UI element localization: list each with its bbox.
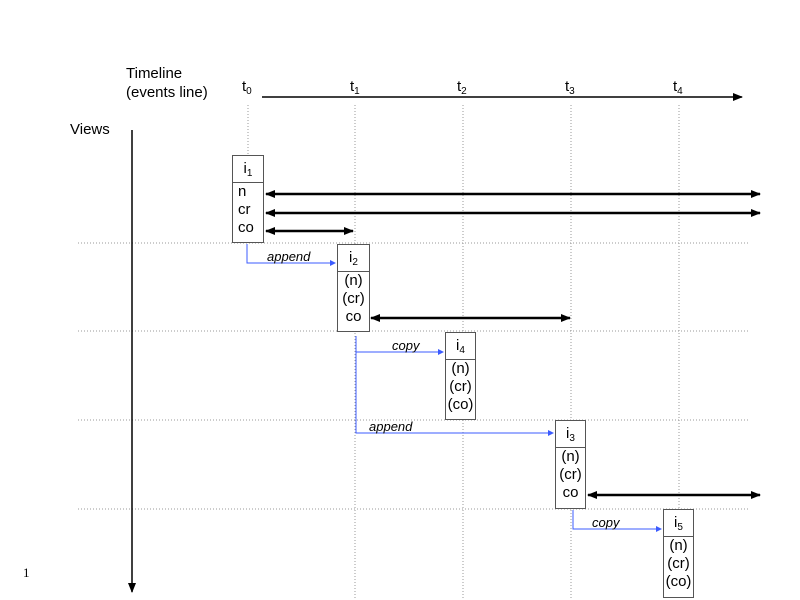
view-row: (co): [447, 396, 474, 413]
view-row: n: [238, 183, 247, 200]
view-box-i2: i2 (n) (cr) co: [337, 244, 370, 332]
view-row: (cr): [342, 290, 365, 307]
view-row: (cr): [559, 466, 582, 483]
operation-label: append: [369, 419, 413, 434]
views-label: Views: [70, 121, 110, 138]
view-row: cr: [238, 201, 251, 218]
view-id: i4: [446, 333, 475, 360]
view-id: i1: [233, 156, 263, 183]
view-box-i4: i4 (n) (cr) (co): [445, 332, 476, 420]
time-label-t0: t0: [242, 78, 252, 97]
view-row: (n): [344, 272, 363, 289]
connector-copy-i3-i5: [572, 510, 662, 532]
time-label-t1: t1: [350, 78, 360, 97]
view-box-i5: i5 (n) (cr) (co): [663, 509, 694, 598]
timeline-title: Timeline (events line): [126, 66, 208, 100]
view-row: co: [238, 219, 254, 236]
view-id: i2: [338, 245, 369, 272]
operation-label: copy: [592, 515, 620, 530]
view-row: (n): [669, 537, 688, 554]
view-row: co: [345, 308, 362, 325]
timeline-label-line2: (events line): [126, 84, 208, 101]
operation-label: copy: [392, 338, 420, 353]
page-number: 1: [23, 565, 30, 580]
time-label-t4: t4: [673, 78, 683, 97]
connector-append-i1-i2: [246, 244, 336, 266]
timeline-label-line1: Timeline: [126, 65, 183, 82]
view-row: (n): [451, 360, 470, 377]
view-box-i3: i3 (n) (cr) co: [555, 420, 586, 509]
connectors: [246, 244, 662, 532]
time-label-t3: t3: [565, 78, 575, 97]
view-box-i1: i1 n cr co: [232, 155, 264, 243]
grid-lines: [78, 105, 750, 600]
view-id: i5: [664, 510, 693, 537]
view-id: i3: [556, 421, 585, 448]
operation-label: append: [267, 249, 311, 264]
view-row: (cr): [667, 555, 690, 572]
view-row: (n): [561, 448, 580, 465]
view-row: (cr): [449, 378, 472, 395]
time-label-t2: t2: [457, 78, 467, 97]
view-row: (co): [665, 573, 692, 590]
lifetime-arrows: [265, 190, 761, 499]
view-row: co: [562, 484, 579, 501]
connector-append-i2-i3: [355, 352, 554, 436]
